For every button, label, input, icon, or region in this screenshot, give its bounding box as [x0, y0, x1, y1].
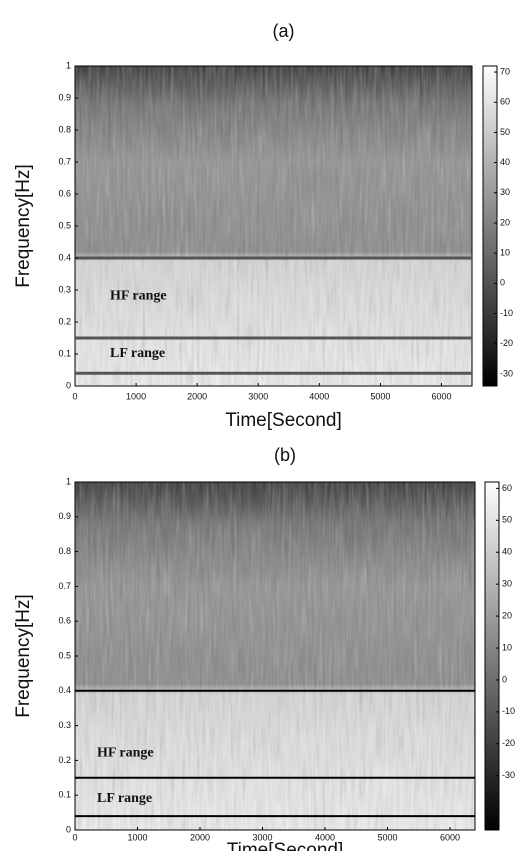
- colorbar-tick-label: -20: [500, 338, 513, 348]
- spectrogram-texture: [75, 482, 475, 830]
- colorbar-tick-label: 70: [500, 66, 510, 76]
- x-tick-label: 0: [72, 391, 77, 401]
- annotation: HF range: [110, 289, 167, 304]
- colorbar: [484, 481, 500, 831]
- y-tick-label: 0.7: [58, 156, 71, 166]
- x-tick-label: 6000: [431, 391, 451, 401]
- x-tick-label: 4000: [309, 391, 329, 401]
- x-tick-label: 4000: [315, 832, 335, 842]
- colorbar-tick-label: 50: [500, 127, 510, 137]
- x-tick-label: 3000: [248, 391, 268, 401]
- y-tick-label: 0.6: [58, 188, 71, 198]
- colorbar-tick-label: -10: [500, 308, 513, 318]
- y-tick-label: 0: [66, 380, 71, 390]
- annotation: LF range: [110, 346, 165, 361]
- y-tick-label: 0.6: [58, 616, 71, 626]
- y-tick-label: 0.3: [58, 284, 71, 294]
- annotation: HF range: [97, 746, 154, 761]
- x-tick-label: 3000: [252, 832, 272, 842]
- colorbar-tick-label: 30: [500, 187, 510, 197]
- y-tick-label: 0.2: [58, 316, 71, 326]
- y-tick-label: 0.8: [58, 546, 71, 556]
- y-tick-label: 0.1: [58, 790, 71, 800]
- x-axis-label: Time[Second]: [225, 410, 342, 431]
- y-tick-label: 0.8: [58, 124, 71, 134]
- panel-title: (a): [273, 21, 295, 41]
- x-tick-label: 5000: [370, 391, 390, 401]
- y-tick-label: 0.9: [58, 511, 71, 521]
- x-tick-label: 6000: [440, 832, 460, 842]
- y-axis-label: Frequency[Hz]: [13, 594, 34, 718]
- y-tick-label: 1: [66, 60, 71, 70]
- y-tick-label: 0.1: [58, 348, 71, 358]
- colorbar-tick-label: 60: [502, 483, 512, 493]
- colorbar-tick-label: 20: [500, 217, 510, 227]
- x-tick-label: 1000: [127, 832, 147, 842]
- y-tick-label: 1: [66, 476, 71, 486]
- x-tick-label: 5000: [377, 832, 397, 842]
- x-tick-label: 1000: [126, 391, 146, 401]
- y-tick-label: 0.9: [58, 92, 71, 102]
- colorbar-tick-label: 10: [502, 642, 512, 652]
- y-tick-label: 0.7: [58, 581, 71, 591]
- colorbar-tick-label: 30: [502, 579, 512, 589]
- colorbar-tick-label: 0: [500, 278, 505, 288]
- colorbar-tick-label: -30: [502, 770, 515, 780]
- y-tick-label: 0.4: [58, 685, 71, 695]
- x-axis-label: Time[Second]: [227, 840, 344, 851]
- colorbar-tick-label: -30: [500, 368, 513, 378]
- x-tick-label: 2000: [187, 391, 207, 401]
- colorbar-tick-label: 40: [500, 157, 510, 167]
- colorbar-tick-label: 20: [502, 610, 512, 620]
- y-tick-label: 0.4: [58, 252, 71, 262]
- colorbar-tick-label: 10: [500, 248, 510, 258]
- y-tick-label: 0.5: [58, 650, 71, 660]
- x-tick-label: 0: [72, 832, 77, 842]
- x-tick-label: 2000: [190, 832, 210, 842]
- y-tick-label: 0: [66, 824, 71, 834]
- y-tick-label: 0.2: [58, 755, 71, 765]
- colorbar-tick-label: 40: [502, 547, 512, 557]
- colorbar-tick-label: 60: [500, 97, 510, 107]
- colorbar-tick-label: 50: [502, 515, 512, 525]
- colorbar-tick-label: 0: [502, 674, 507, 684]
- colorbar-tick-label: -20: [502, 738, 515, 748]
- y-axis-label: Frequency[Hz]: [13, 164, 34, 288]
- colorbar: [482, 65, 498, 387]
- spectrogram-texture: [75, 66, 472, 386]
- colorbar-tick-label: -10: [502, 706, 515, 716]
- annotation: LF range: [97, 791, 152, 806]
- y-tick-label: 0.5: [58, 220, 71, 230]
- y-tick-label: 0.3: [58, 720, 71, 730]
- panel-title: (b): [274, 445, 296, 465]
